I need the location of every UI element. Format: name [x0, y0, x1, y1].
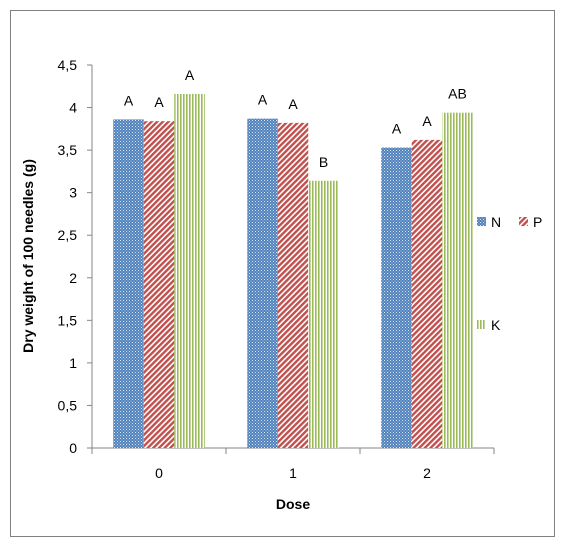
y-tick-label: 0	[69, 440, 77, 456]
y-tick-label: 1	[69, 355, 77, 371]
y-tick-label: 1,5	[58, 312, 78, 328]
bar-label-n-0: A	[124, 92, 134, 108]
bar-n-1	[247, 118, 278, 449]
y-tick-label: 2	[69, 270, 77, 286]
bar-label-p-0: A	[154, 94, 164, 110]
x-axis-title: Dose	[276, 496, 310, 512]
bar-p-2	[411, 139, 443, 449]
legend-label-k: K	[491, 317, 501, 333]
bar-label-p-1: A	[288, 96, 298, 112]
legend: N P K	[477, 214, 542, 333]
x-tick-label: 1	[289, 465, 297, 481]
y-tick-label: 4,5	[58, 57, 78, 73]
bar-k-1	[308, 180, 339, 449]
bar-label-n-1: A	[258, 92, 268, 108]
legend-swatch-p	[519, 217, 528, 226]
bar-p-0	[143, 121, 175, 448]
bars	[113, 93, 473, 449]
y-axis-title: Dry weight of 100 needles (g)	[20, 159, 36, 353]
bar-p-1	[277, 122, 309, 449]
bar-label-p-2: A	[422, 113, 432, 129]
legend-swatch-n	[477, 217, 486, 226]
x-tick-label: 2	[423, 465, 431, 481]
y-tick-label: 3	[69, 185, 77, 201]
y-tick-label: 0,5	[58, 397, 78, 413]
bar-n-0	[113, 119, 144, 449]
y-tick-label: 4	[69, 100, 77, 116]
bar-label-k-1: B	[319, 154, 328, 170]
legend-label-n: N	[491, 214, 501, 230]
bar-n-2	[381, 147, 412, 448]
bar-label-k-0: A	[185, 67, 195, 83]
y-tick-label: 2,5	[58, 227, 78, 243]
bar-k-0	[174, 93, 205, 448]
bar-label-n-2: A	[392, 121, 402, 137]
y-tick-label: 3,5	[58, 142, 78, 158]
bar-label-k-2: AB	[448, 86, 467, 102]
x-tick-label: 0	[155, 465, 163, 481]
legend-swatch-k	[477, 320, 486, 329]
legend-label-p: P	[533, 214, 542, 230]
bar-k-2	[442, 112, 473, 448]
